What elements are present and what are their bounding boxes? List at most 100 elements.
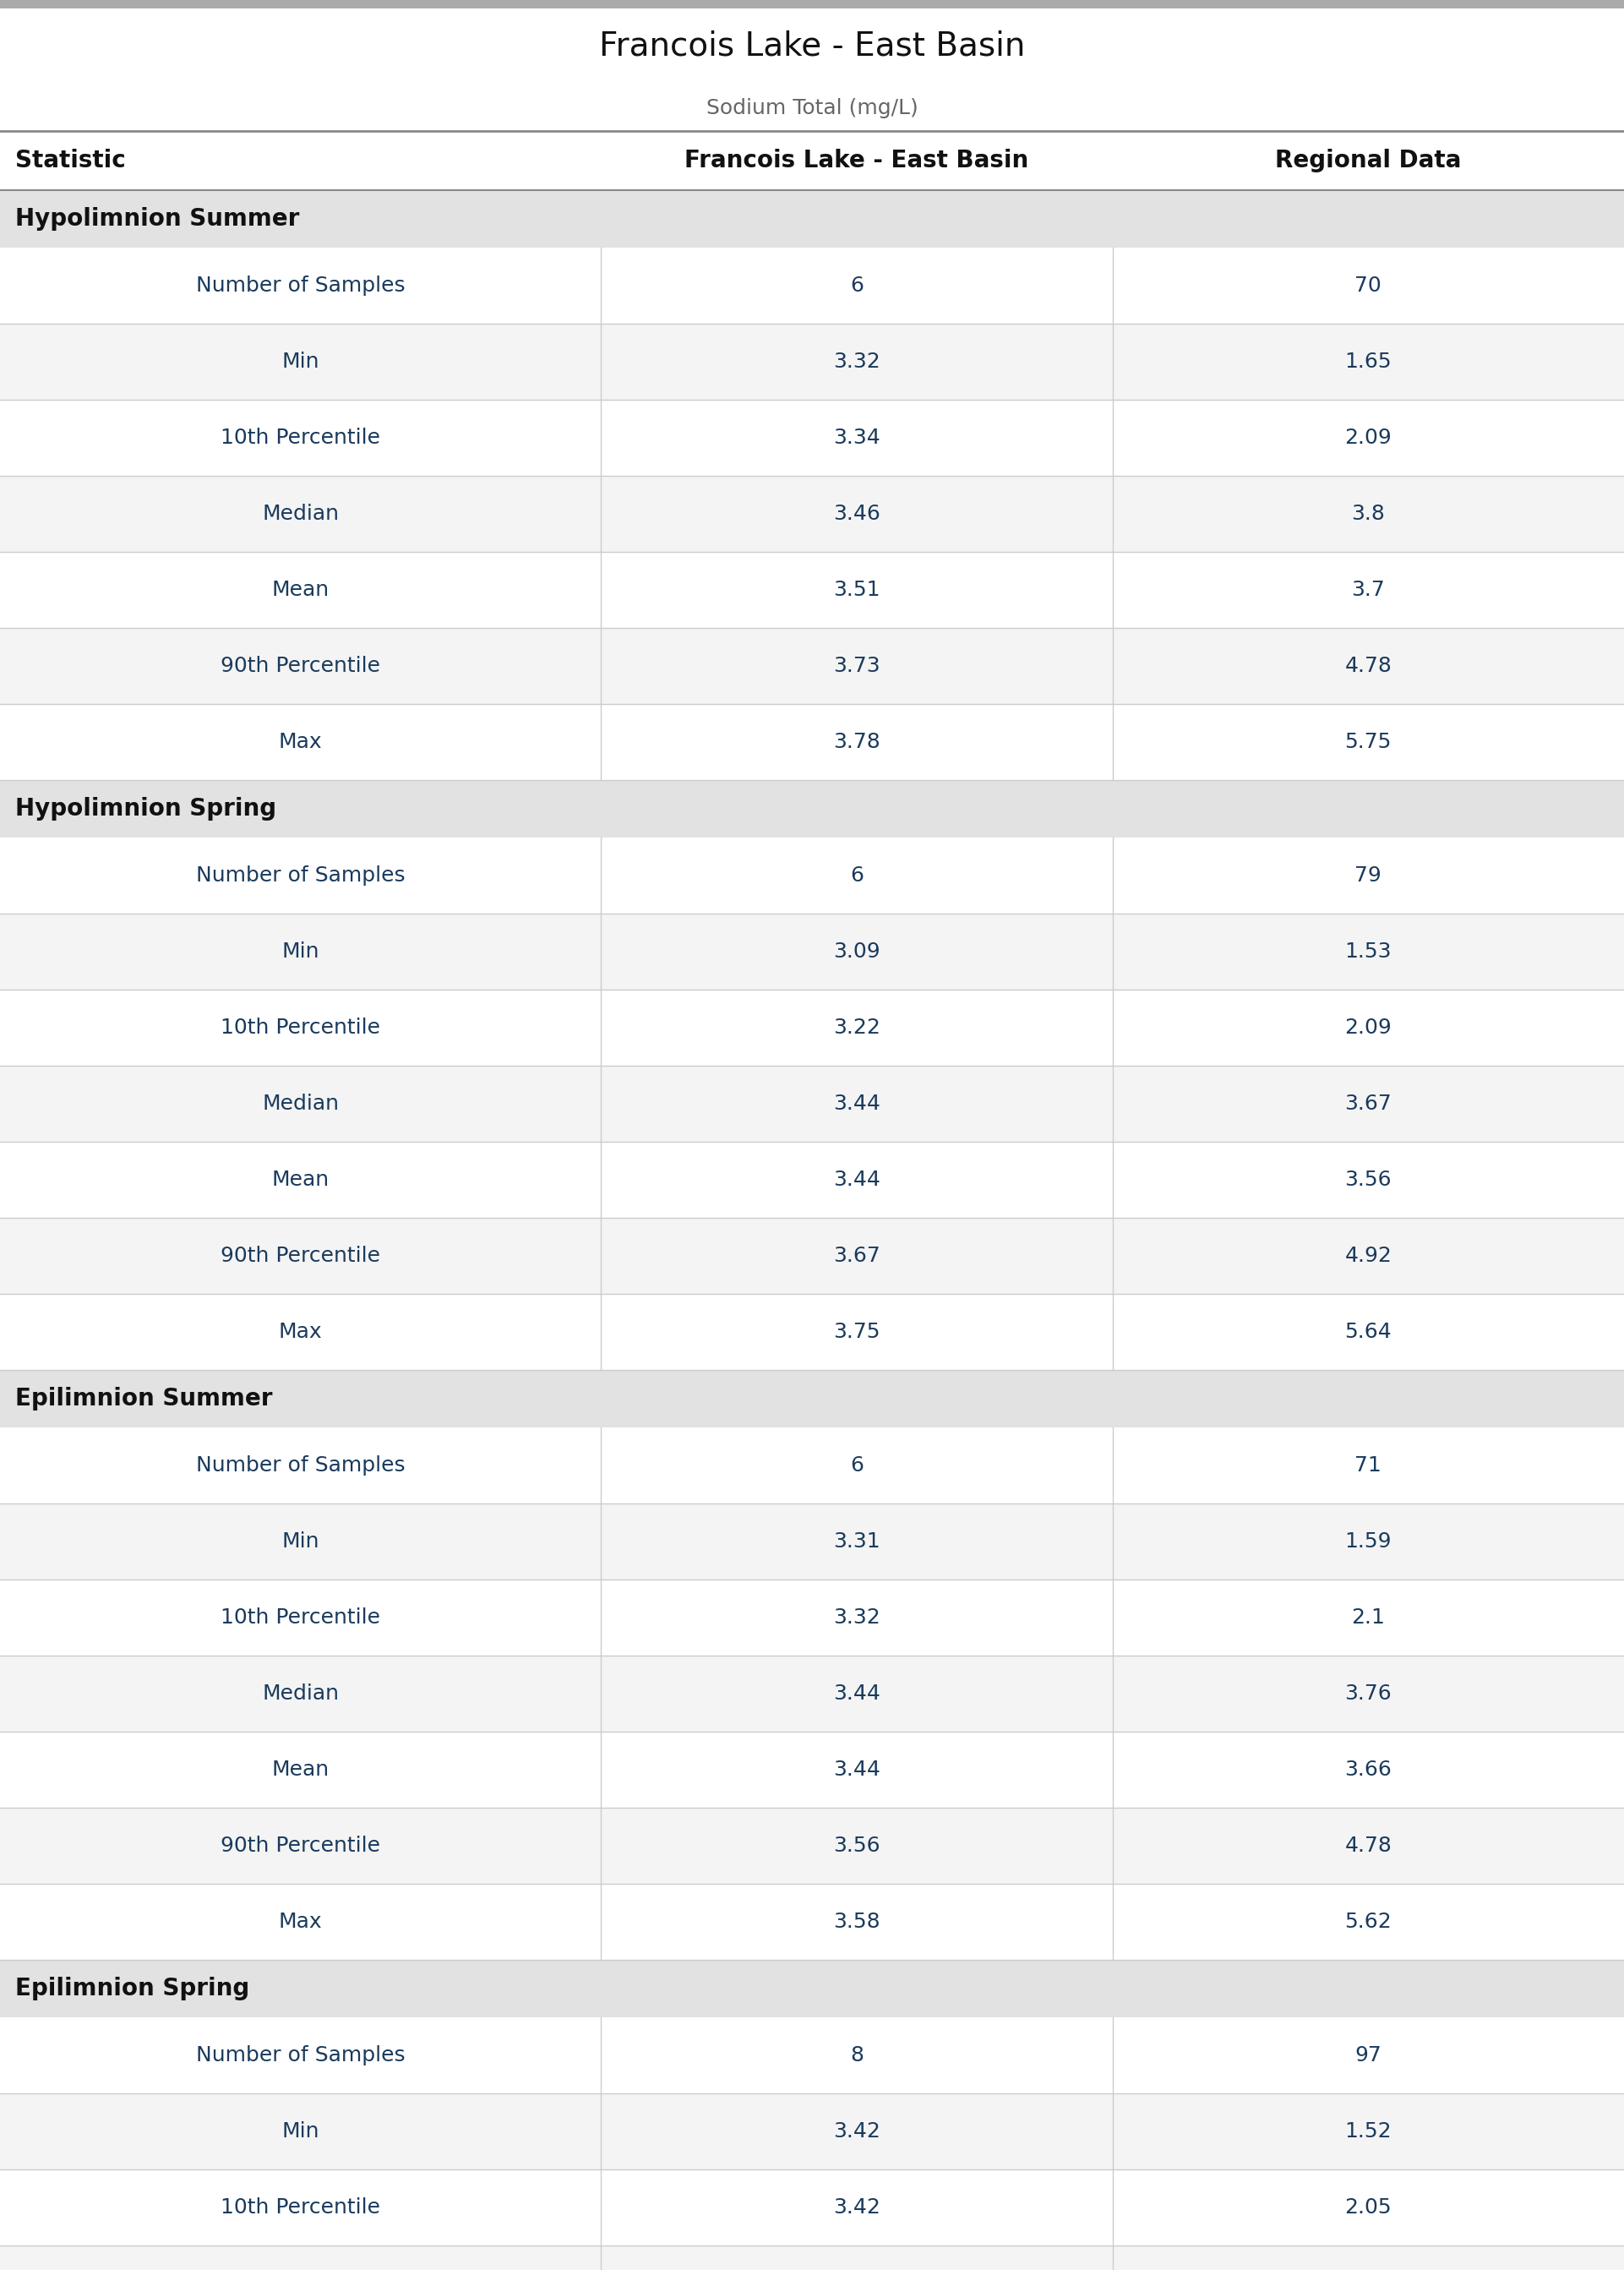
Text: Number of Samples: Number of Samples <box>197 1455 404 1476</box>
Bar <box>0 1294 1624 1369</box>
Bar <box>0 1732 1624 1807</box>
Text: 5.75: 5.75 <box>1345 731 1392 751</box>
Bar <box>0 2093 1624 2170</box>
Text: Mean: Mean <box>271 1759 330 1780</box>
Text: Mean: Mean <box>271 579 330 599</box>
Text: 79: 79 <box>1354 865 1382 885</box>
Text: 3.22: 3.22 <box>833 1017 880 1037</box>
Text: Max: Max <box>279 1321 322 1342</box>
Bar <box>0 913 1624 990</box>
Bar <box>0 325 1624 400</box>
Text: Hypolimnion Summer: Hypolimnion Summer <box>15 207 299 232</box>
Text: 90th Percentile: 90th Percentile <box>221 656 380 676</box>
Text: Statistic: Statistic <box>15 150 125 173</box>
Text: 10th Percentile: 10th Percentile <box>221 1017 380 1037</box>
Text: 3.32: 3.32 <box>833 1607 880 1628</box>
Text: Number of Samples: Number of Samples <box>197 275 404 295</box>
Bar <box>0 990 1624 1065</box>
Text: 10th Percentile: 10th Percentile <box>221 2197 380 2218</box>
Bar <box>0 552 1624 629</box>
Text: 3.42: 3.42 <box>833 2197 880 2218</box>
Text: 3.44: 3.44 <box>833 1094 880 1115</box>
Bar <box>0 629 1624 704</box>
Text: 4.92: 4.92 <box>1345 1246 1392 1267</box>
Text: 1.65: 1.65 <box>1345 352 1392 372</box>
Text: Min: Min <box>281 942 320 962</box>
Text: 3.73: 3.73 <box>833 656 880 676</box>
Text: Epilimnion Spring: Epilimnion Spring <box>15 1977 250 2000</box>
Text: Median: Median <box>261 1094 339 1115</box>
Bar <box>0 2170 1624 2245</box>
Text: 3.46: 3.46 <box>833 504 880 524</box>
Text: 3.56: 3.56 <box>833 1836 880 1857</box>
Text: Number of Samples: Number of Samples <box>197 2045 404 2066</box>
Text: 6: 6 <box>849 865 864 885</box>
Text: Min: Min <box>281 1532 320 1553</box>
Text: Regional Data: Regional Data <box>1275 150 1462 173</box>
Text: 3.67: 3.67 <box>1345 1094 1392 1115</box>
Text: 5.62: 5.62 <box>1345 1911 1392 1932</box>
Bar <box>0 1807 1624 1884</box>
Text: Francois Lake - East Basin: Francois Lake - East Basin <box>685 150 1028 173</box>
Text: Francois Lake - East Basin: Francois Lake - East Basin <box>599 30 1025 64</box>
Text: 90th Percentile: 90th Percentile <box>221 1836 380 1857</box>
Bar <box>0 1959 1624 2018</box>
Text: 10th Percentile: 10th Percentile <box>221 427 380 447</box>
Text: 5.64: 5.64 <box>1345 1321 1392 1342</box>
Text: 6: 6 <box>849 275 864 295</box>
Text: 70: 70 <box>1354 275 1382 295</box>
Text: Mean: Mean <box>271 1169 330 1189</box>
Text: 3.8: 3.8 <box>1351 504 1385 524</box>
Text: 3.32: 3.32 <box>833 352 880 372</box>
Text: 3.09: 3.09 <box>833 942 880 962</box>
Text: 3.42: 3.42 <box>833 2120 880 2141</box>
Text: Sodium Total (mg/L): Sodium Total (mg/L) <box>706 98 918 118</box>
Bar <box>0 1580 1624 1655</box>
Text: 2.09: 2.09 <box>1345 1017 1392 1037</box>
Bar <box>0 9 1624 84</box>
Bar <box>0 0 1624 9</box>
Bar <box>0 1428 1624 1503</box>
Bar <box>0 1142 1624 1217</box>
Bar <box>0 2018 1624 2093</box>
Bar <box>0 838 1624 913</box>
Bar <box>0 1655 1624 1732</box>
Text: Min: Min <box>281 2120 320 2141</box>
Text: 6: 6 <box>849 1455 864 1476</box>
Text: 1.53: 1.53 <box>1345 942 1392 962</box>
Text: 2.09: 2.09 <box>1345 427 1392 447</box>
Text: 4.78: 4.78 <box>1345 1836 1392 1857</box>
Text: 2.1: 2.1 <box>1351 1607 1385 1628</box>
Text: 3.44: 3.44 <box>833 1169 880 1189</box>
Text: 2.05: 2.05 <box>1345 2197 1392 2218</box>
Text: Median: Median <box>261 1684 339 1705</box>
Text: 3.44: 3.44 <box>833 1759 880 1780</box>
Text: 90th Percentile: 90th Percentile <box>221 1246 380 1267</box>
Bar <box>0 1217 1624 1294</box>
Text: 10th Percentile: 10th Percentile <box>221 1607 380 1628</box>
Text: Epilimnion Summer: Epilimnion Summer <box>15 1387 273 1410</box>
Bar <box>0 1369 1624 1428</box>
Bar <box>0 400 1624 477</box>
Text: Hypolimnion Spring: Hypolimnion Spring <box>15 797 276 822</box>
Text: 3.51: 3.51 <box>833 579 880 599</box>
Text: 1.59: 1.59 <box>1345 1532 1392 1553</box>
Bar <box>0 2245 1624 2270</box>
Text: Number of Samples: Number of Samples <box>197 865 404 885</box>
Text: 3.76: 3.76 <box>1345 1684 1392 1705</box>
Text: 3.34: 3.34 <box>833 427 880 447</box>
Bar <box>0 1065 1624 1142</box>
Text: 1.52: 1.52 <box>1345 2120 1392 2141</box>
Text: 8: 8 <box>849 2045 864 2066</box>
Bar <box>0 247 1624 325</box>
Bar <box>0 191 1624 247</box>
Text: Median: Median <box>261 504 339 524</box>
Text: 4.78: 4.78 <box>1345 656 1392 676</box>
Text: Max: Max <box>279 1911 322 1932</box>
Text: Max: Max <box>279 731 322 751</box>
Text: 3.31: 3.31 <box>833 1532 880 1553</box>
Text: 3.7: 3.7 <box>1351 579 1385 599</box>
Text: 3.67: 3.67 <box>833 1246 880 1267</box>
Bar <box>0 781 1624 838</box>
Text: 97: 97 <box>1354 2045 1382 2066</box>
